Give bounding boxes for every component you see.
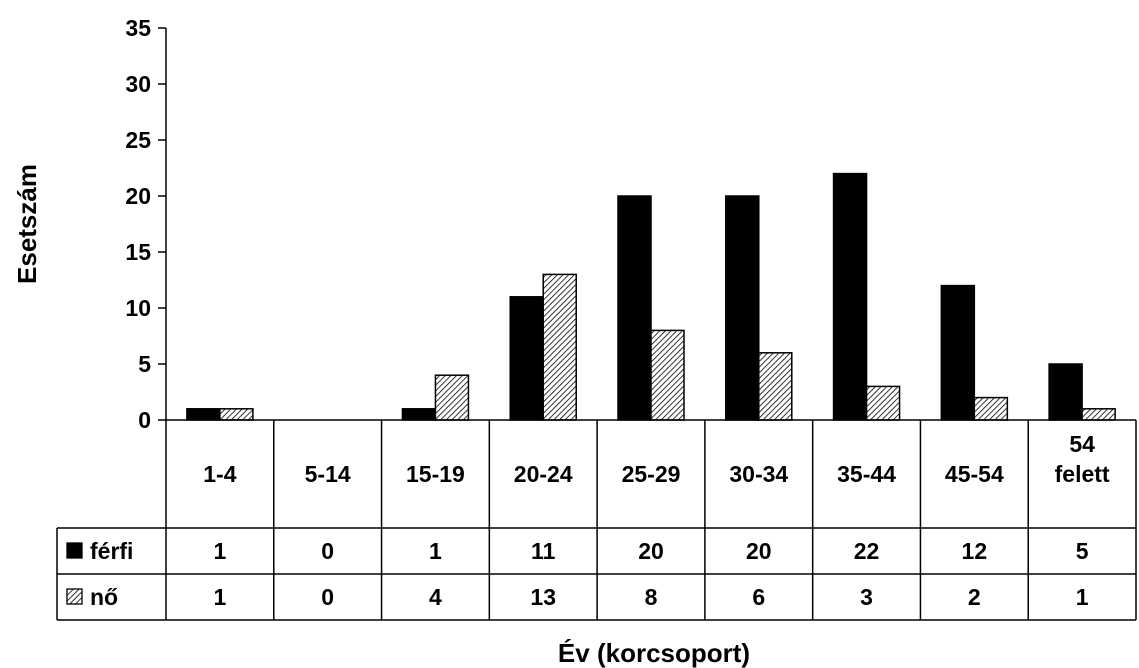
category-label: 20-24 xyxy=(514,461,573,487)
bars xyxy=(186,172,1116,421)
bar-no xyxy=(758,352,793,421)
table-value: 6 xyxy=(752,584,765,610)
category-label: 1-4 xyxy=(203,461,236,487)
table-value: 1 xyxy=(429,538,442,564)
y-tick-label: 10 xyxy=(125,295,151,321)
table-value: 11 xyxy=(531,538,556,564)
legend-label: férfi xyxy=(90,538,133,564)
legend-key-ferfi xyxy=(66,542,83,559)
table-value: 22 xyxy=(854,538,880,564)
category-label: 35-44 xyxy=(837,461,896,487)
table-value: 20 xyxy=(746,538,772,564)
y-tick-label: 5 xyxy=(138,351,151,377)
table-value: 0 xyxy=(321,584,334,610)
table-value: 4 xyxy=(429,584,442,610)
bar-no xyxy=(542,273,577,421)
bar-no xyxy=(973,396,1009,421)
table-value: 1 xyxy=(1076,584,1089,610)
y-tick-label: 15 xyxy=(125,239,151,265)
bar-ferfi xyxy=(186,408,221,421)
y-axis-title: Esetszám xyxy=(12,164,42,284)
y-tick-label: 20 xyxy=(125,183,151,209)
table-value: 1 xyxy=(213,584,226,610)
table-value: 20 xyxy=(638,538,664,564)
bar-no xyxy=(650,329,685,421)
bar-ferfi xyxy=(725,195,760,421)
bar-no xyxy=(865,385,901,421)
y-tick-label: 0 xyxy=(138,407,151,433)
y-tick-label: 30 xyxy=(125,71,151,97)
category-label: 5-14 xyxy=(305,461,351,487)
bar-no xyxy=(434,374,470,421)
table-value: 2 xyxy=(968,584,981,610)
x-axis-title: Év (korcsoport) xyxy=(558,638,750,668)
y-tick-label: 25 xyxy=(125,127,151,153)
category-label: 30-34 xyxy=(729,461,788,487)
table-value: 13 xyxy=(530,584,556,610)
bar-ferfi xyxy=(940,284,976,421)
bar-ferfi xyxy=(509,296,544,421)
table-value: 12 xyxy=(962,538,988,564)
table-value: 0 xyxy=(321,538,334,564)
bar-ferfi xyxy=(832,172,868,421)
table-value: 1 xyxy=(213,538,226,564)
bar-ferfi xyxy=(617,195,652,421)
legend-key-no xyxy=(66,588,83,605)
bar-ferfi xyxy=(1048,363,1083,421)
category-label: 54 felett xyxy=(1055,431,1110,487)
table-value: 5 xyxy=(1076,538,1089,564)
category-label: 45-54 xyxy=(945,461,1004,487)
bar-no xyxy=(219,408,254,421)
table-value: 3 xyxy=(860,584,873,610)
category-label: 15-19 xyxy=(406,461,465,487)
y-axis: 0 5 10 15 20 25 30 35 xyxy=(125,15,167,433)
bar-ferfi xyxy=(401,408,437,421)
category-label: 25-29 xyxy=(622,461,681,487)
table-value: 8 xyxy=(645,584,658,610)
legend-label: nő xyxy=(90,584,118,610)
y-tick-label: 35 xyxy=(125,15,151,41)
bar-no xyxy=(1081,408,1116,421)
